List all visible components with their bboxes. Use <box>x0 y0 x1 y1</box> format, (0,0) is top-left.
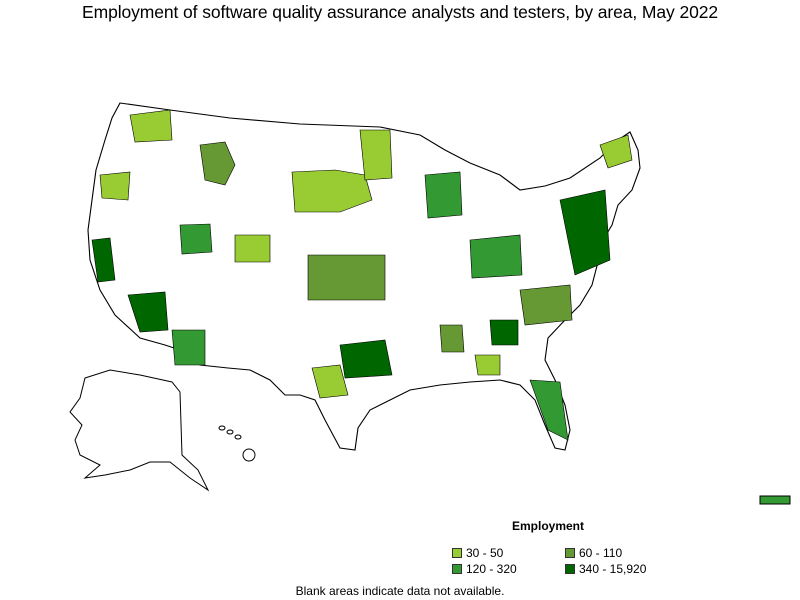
area-shading <box>91 109 633 441</box>
footnote: Blank areas indicate data not available. <box>295 584 505 598</box>
map-title: Employment of software quality assurance… <box>82 2 718 22</box>
legend-item-60-110: 60 - 110 <box>565 546 622 560</box>
legend-title: Employment <box>512 519 585 533</box>
legend-item-340-15920: 340 - 15,920 <box>565 562 646 576</box>
legend-label: 120 - 320 <box>466 562 517 576</box>
puerto-rico <box>759 495 791 505</box>
legend-swatch <box>565 564 575 574</box>
legend-swatch <box>452 548 462 558</box>
legend-label: 60 - 110 <box>579 546 623 560</box>
legend-swatch <box>565 548 575 558</box>
legend-item-120-320: 120 - 320 <box>452 562 517 576</box>
legend-label: 340 - 15,920 <box>579 562 647 576</box>
legend-label: 30 - 50 <box>466 546 504 560</box>
hawaii-islands <box>218 425 256 462</box>
legend-swatch <box>452 564 462 574</box>
alaska-outline <box>69 369 210 492</box>
legend-item-30-50: 30 - 50 <box>452 546 503 560</box>
